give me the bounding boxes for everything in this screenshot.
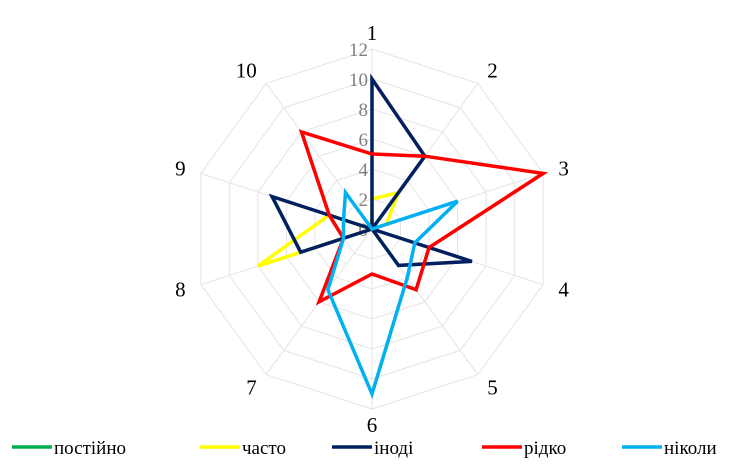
series-lines xyxy=(256,73,549,400)
category-label: 10 xyxy=(236,58,257,82)
legend-label: часто xyxy=(242,438,286,459)
legend-label: ніколи xyxy=(664,438,717,459)
legend-label: рідко xyxy=(524,438,566,459)
series-line-5 xyxy=(326,187,459,400)
tick-label: 2 xyxy=(359,190,369,211)
category-label: 4 xyxy=(558,278,569,302)
tick-label: 12 xyxy=(349,40,368,61)
legend-label: іноді xyxy=(374,438,413,459)
category-label: 9 xyxy=(175,156,186,180)
category-label: 3 xyxy=(558,156,569,180)
tick-label: 4 xyxy=(359,160,369,181)
category-label: 7 xyxy=(246,376,257,400)
category-label: 1 xyxy=(367,21,378,45)
series-line-3 xyxy=(268,73,473,268)
tick-label: 6 xyxy=(359,130,369,151)
series-line-4 xyxy=(298,129,549,306)
category-label: 5 xyxy=(487,376,498,400)
category-label: 6 xyxy=(367,413,378,437)
tick-label: 8 xyxy=(359,100,369,121)
legend-label: постійно xyxy=(54,438,126,459)
category-label: 2 xyxy=(487,58,498,82)
legend: постійно часто іноді рідко ніколи xyxy=(12,438,717,459)
category-label: 8 xyxy=(175,278,186,302)
tick-label: 10 xyxy=(349,70,368,91)
